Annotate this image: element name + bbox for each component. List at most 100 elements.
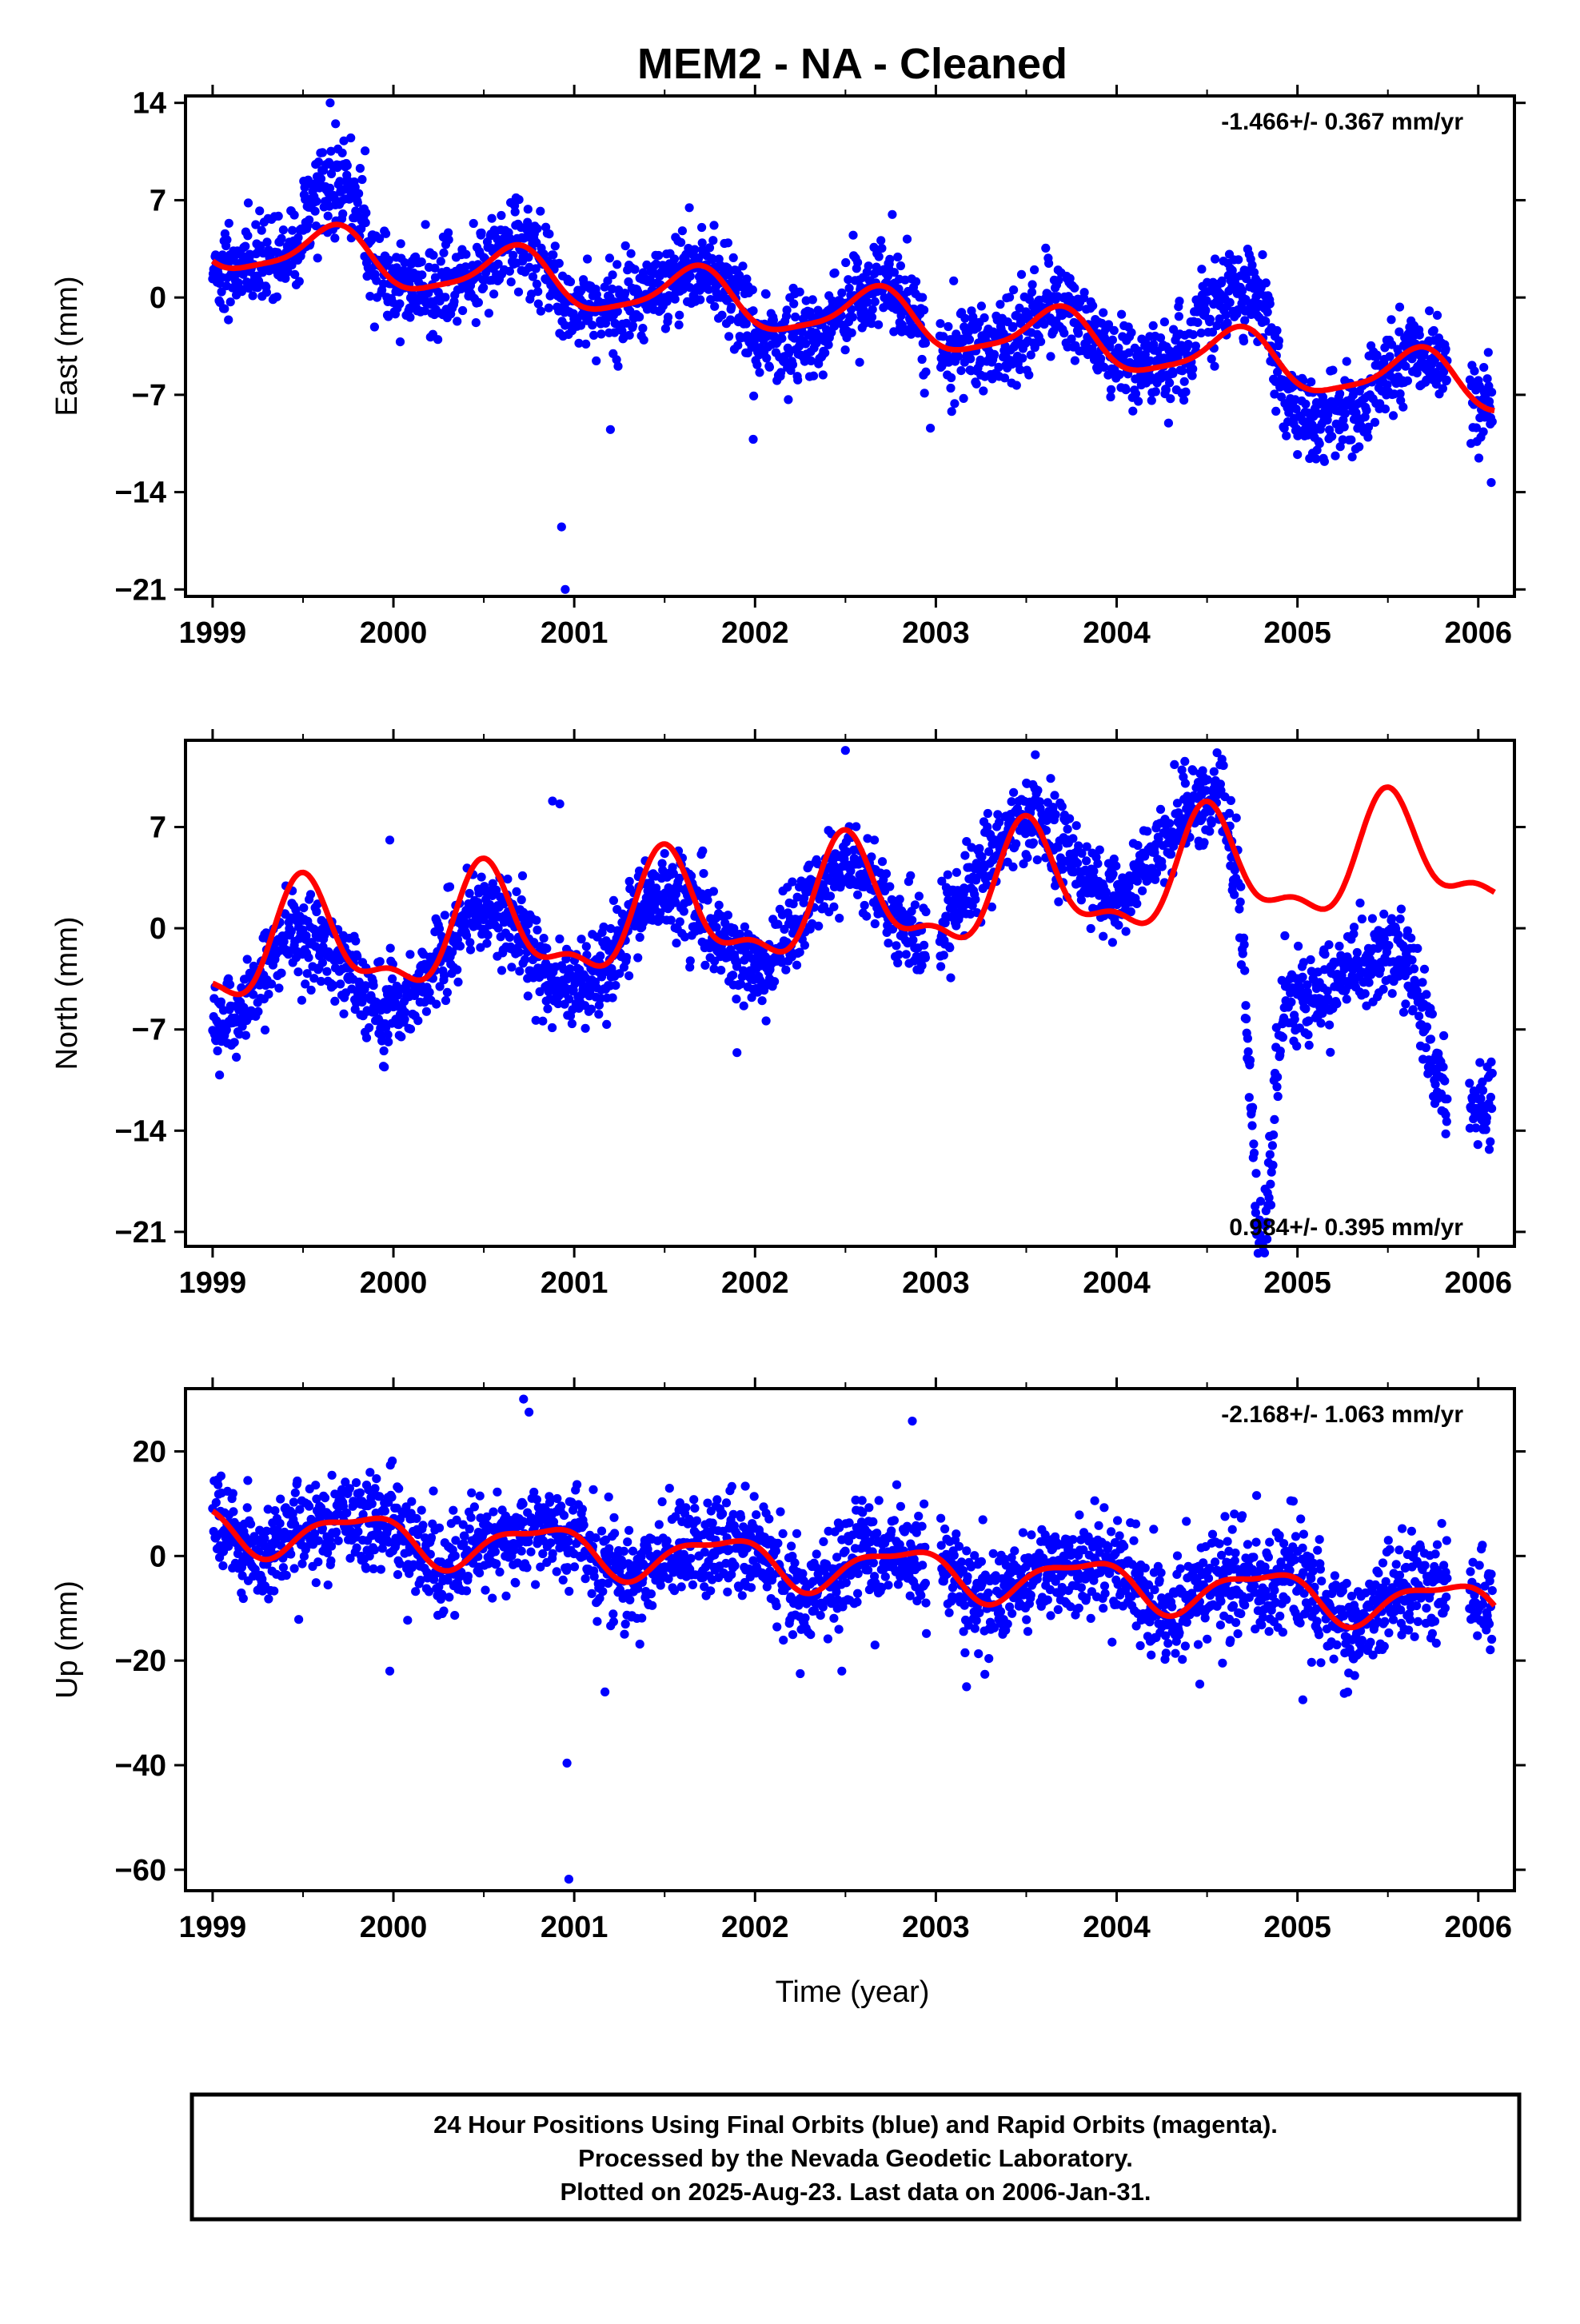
north-observation-point [581, 1024, 590, 1033]
north-observation-point [1033, 855, 1042, 864]
east-observation-point [1184, 340, 1193, 349]
north-observation-point [1465, 1078, 1474, 1087]
north-observation-point [1475, 1058, 1484, 1067]
east-observation-point [944, 322, 952, 331]
east-observation-point [765, 363, 774, 372]
north-observation-point [1249, 1139, 1258, 1148]
east-x-tick-label: 2001 [541, 616, 608, 650]
north-observation-point [413, 1016, 422, 1025]
north-observation-point [1143, 827, 1151, 835]
north-observation-point [1274, 1092, 1283, 1101]
north-observation-point [1431, 1080, 1440, 1089]
east-observation-point [686, 272, 695, 281]
east-observation-point [1099, 309, 1107, 317]
north-observation-point [518, 871, 527, 880]
north-observation-point [1247, 1121, 1256, 1130]
north-observation-point [716, 966, 725, 975]
north-observation-point [1099, 932, 1107, 941]
north-observation-point [908, 915, 916, 924]
east-observation-point [1331, 452, 1339, 460]
east-observation-point [1320, 457, 1329, 466]
north-observation-point [466, 946, 475, 955]
north-observation-point [217, 998, 225, 1007]
north-observation-point [524, 991, 533, 1000]
east-observation-point [524, 205, 533, 213]
north-observation-point [1422, 1022, 1431, 1031]
east-observation-point [1403, 377, 1412, 385]
east-observation-point [1117, 310, 1126, 319]
up-observation-point [212, 1498, 221, 1507]
north-observation-point [1239, 949, 1247, 958]
north-y-tick-label: −21 [115, 1216, 166, 1250]
east-observation-point [1131, 389, 1140, 398]
east-observation-point [708, 236, 717, 245]
east-observation-point [696, 295, 704, 304]
north-observation-point [885, 882, 894, 891]
east-observation-point [1263, 308, 1272, 317]
east-observation-point [1107, 385, 1115, 394]
east-x-tick-label: 1999 [179, 616, 247, 650]
north-observation-point [1267, 1201, 1275, 1210]
east-observation-point [225, 219, 233, 228]
east-observation-point [638, 324, 647, 333]
east-observation-point [612, 260, 621, 269]
east-observation-point [515, 195, 524, 204]
east-observation-point [977, 301, 986, 310]
east-observation-point [244, 198, 253, 207]
east-observation-point [819, 370, 828, 379]
up-observations [208, 1395, 1497, 1884]
north-observation-point [860, 901, 869, 910]
up-observation-point [264, 1594, 273, 1603]
east-observation-point [224, 316, 233, 325]
east-observation-point [791, 313, 800, 321]
east-observation-point [1165, 378, 1174, 387]
north-observation-point [503, 875, 512, 883]
east-observation-point [343, 161, 352, 170]
north-observation-point [1332, 999, 1341, 1008]
east-observation-point [439, 249, 448, 257]
east-observation-point [561, 585, 569, 594]
north-observation-point [1361, 989, 1370, 998]
north-observation-point [497, 966, 506, 975]
east-observation-point [1070, 284, 1079, 293]
east-observation-point [1122, 385, 1131, 394]
north-observation-point [515, 947, 524, 956]
east-observation-point [972, 380, 981, 389]
east-observation-point [330, 233, 339, 242]
east-observation-point [921, 368, 930, 377]
north-observation-point [1230, 891, 1239, 899]
north-observation-point [1320, 950, 1329, 959]
north-observation-point [1156, 805, 1165, 814]
north-observation-point [556, 799, 565, 808]
up-observation-point [239, 1594, 248, 1603]
east-observation-point [1381, 405, 1390, 413]
north-observation-point [405, 950, 414, 959]
east-observation-point [755, 368, 764, 377]
east-y-tick-label: −14 [115, 476, 166, 510]
east-observation-point [417, 257, 426, 266]
east-observation-point [788, 361, 797, 369]
east-observation-point [311, 207, 320, 216]
north-observation-point [1009, 788, 1018, 797]
north-observation-point [1245, 1093, 1254, 1102]
north-observation-point [243, 955, 252, 963]
north-observation-point [1406, 934, 1415, 943]
east-observation-point [777, 334, 786, 343]
east-observation-point [488, 214, 497, 223]
east-observation-point [960, 394, 968, 403]
north-observation-point [1305, 1041, 1314, 1050]
north-observation-point [1414, 1012, 1423, 1021]
north-observation-point [1413, 944, 1422, 953]
north-observation-point [1410, 964, 1418, 973]
east-observation-point [346, 134, 355, 142]
north-observation-point [538, 1017, 547, 1026]
east-observation-point [1189, 330, 1198, 339]
north-observation-point [1180, 757, 1189, 766]
east-observation-point [255, 206, 264, 215]
north-observation-point [1108, 938, 1117, 947]
north-observation-point [1158, 863, 1167, 871]
north-observation-point [264, 990, 273, 999]
east-observation-point [313, 253, 322, 262]
east-observation-point [685, 203, 694, 212]
